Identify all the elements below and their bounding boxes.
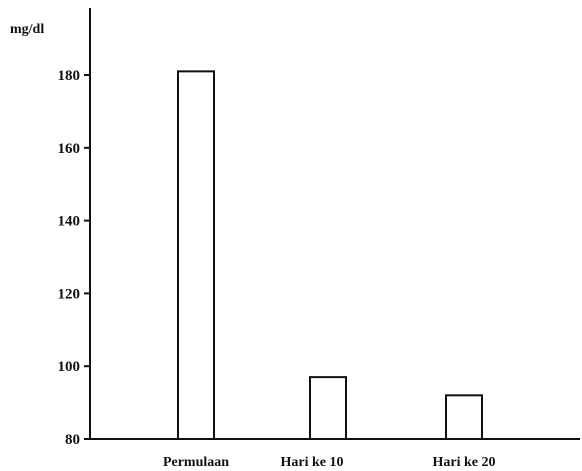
- y-axis-ticks: 180 160 140 120 100 80: [58, 68, 90, 448]
- x-category-label: Hari ke 20: [433, 455, 496, 470]
- bar: [177, 70, 215, 441]
- x-category-label: Hari ke 10: [281, 455, 344, 470]
- y-tick-label: 140: [58, 214, 81, 230]
- y-tick-label: 180: [58, 68, 81, 84]
- x-axis-category-labels: Permulaan Hari ke 10 Hari ke 20: [163, 455, 496, 470]
- y-tick-label: 120: [58, 286, 81, 302]
- bars-group: [177, 70, 483, 441]
- y-tick-label: 80: [65, 432, 80, 448]
- y-axis-unit-label: mg/dl: [10, 22, 44, 37]
- x-category-label: Permulaan: [163, 455, 229, 470]
- y-tick-label: 100: [58, 359, 81, 375]
- bar: [445, 394, 483, 441]
- y-tick-label: 160: [58, 141, 81, 157]
- bar: [309, 376, 347, 440]
